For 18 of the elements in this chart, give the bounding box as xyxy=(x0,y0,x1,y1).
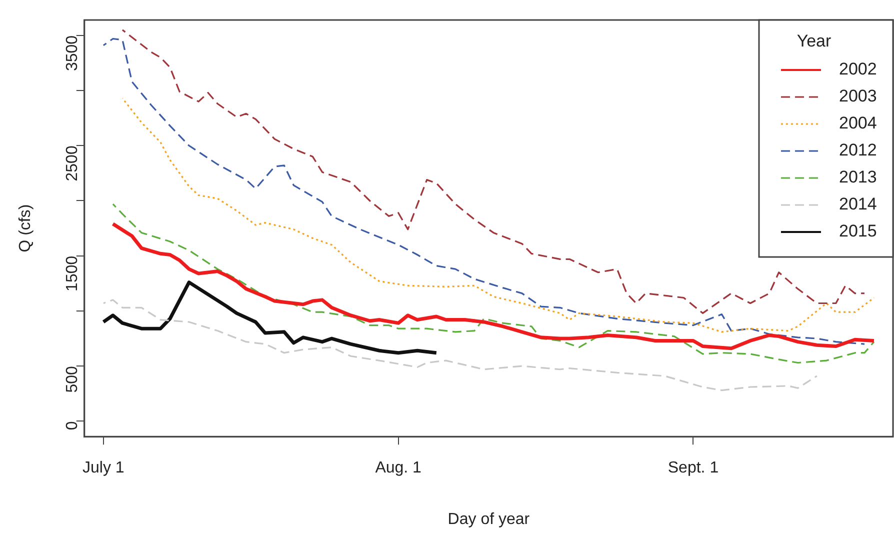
legend-label: 2014 xyxy=(839,194,877,214)
legend-label: 2015 xyxy=(839,222,877,241)
legend-label: 2013 xyxy=(839,168,877,187)
y-tick-label: 0 xyxy=(64,421,81,430)
x-axis-title: Day of year xyxy=(448,510,530,528)
legend-label: 2003 xyxy=(839,86,877,106)
y-tick-label: 500 xyxy=(64,366,81,393)
y-tick-label: 3500 xyxy=(64,35,81,72)
x-tick-label: July 1 xyxy=(82,460,124,477)
legend-label: 2004 xyxy=(839,114,877,133)
x-tick-label: Sept. 1 xyxy=(668,460,719,477)
y-axis-title: Q (cfs) xyxy=(17,204,34,252)
legend-label: 2012 xyxy=(839,140,877,160)
x-tick-label: Aug. 1 xyxy=(375,460,422,477)
legend-label: 2002 xyxy=(839,60,877,79)
y-tick-label: 1500 xyxy=(64,256,81,292)
y-tick-label: 2500 xyxy=(64,146,81,182)
legend-title: Year xyxy=(796,32,832,51)
